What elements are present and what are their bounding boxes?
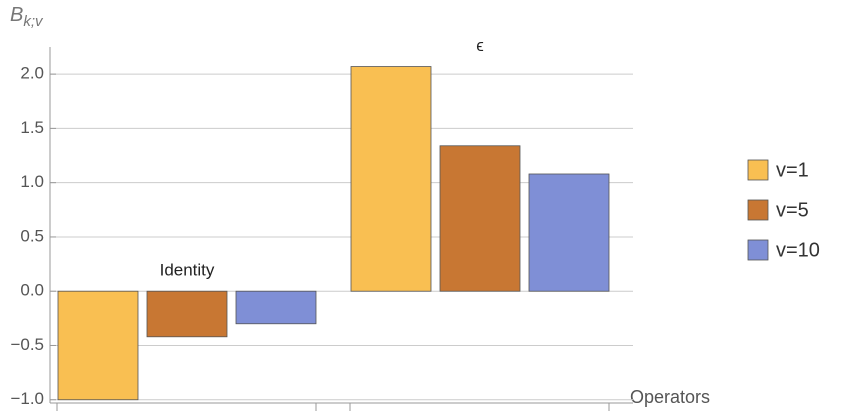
bar: [146, 290, 228, 338]
legend-label: v=5: [776, 199, 809, 221]
bar: [439, 145, 521, 292]
y-tick-label: 2.0: [20, 64, 44, 83]
legend-swatch: [747, 239, 769, 261]
group-label: Identity: [160, 261, 215, 280]
bar: [350, 66, 432, 292]
bar: [235, 290, 317, 325]
legend-swatch: [747, 199, 769, 221]
y-axis-label: Bk;v: [10, 4, 44, 30]
legend-swatch: [747, 159, 769, 181]
x-axis-label: Operators: [630, 387, 710, 407]
group-label: ϵ: [476, 36, 484, 55]
y-axis-label-main: B: [10, 4, 23, 26]
y-tick-label: 0.0: [20, 281, 44, 300]
y-axis-label-sub: k;v: [23, 13, 44, 30]
y-tick-label: 1.0: [20, 172, 44, 191]
y-tick-label: −1.0: [10, 389, 44, 408]
bar: [528, 173, 610, 292]
y-tick-label: −0.5: [10, 335, 44, 354]
y-tick-label: 1.5: [20, 118, 44, 137]
legend-label: v=1: [776, 159, 809, 181]
legend-label: v=10: [776, 239, 820, 261]
bar: [57, 290, 139, 401]
y-tick-label: 0.5: [20, 226, 44, 245]
